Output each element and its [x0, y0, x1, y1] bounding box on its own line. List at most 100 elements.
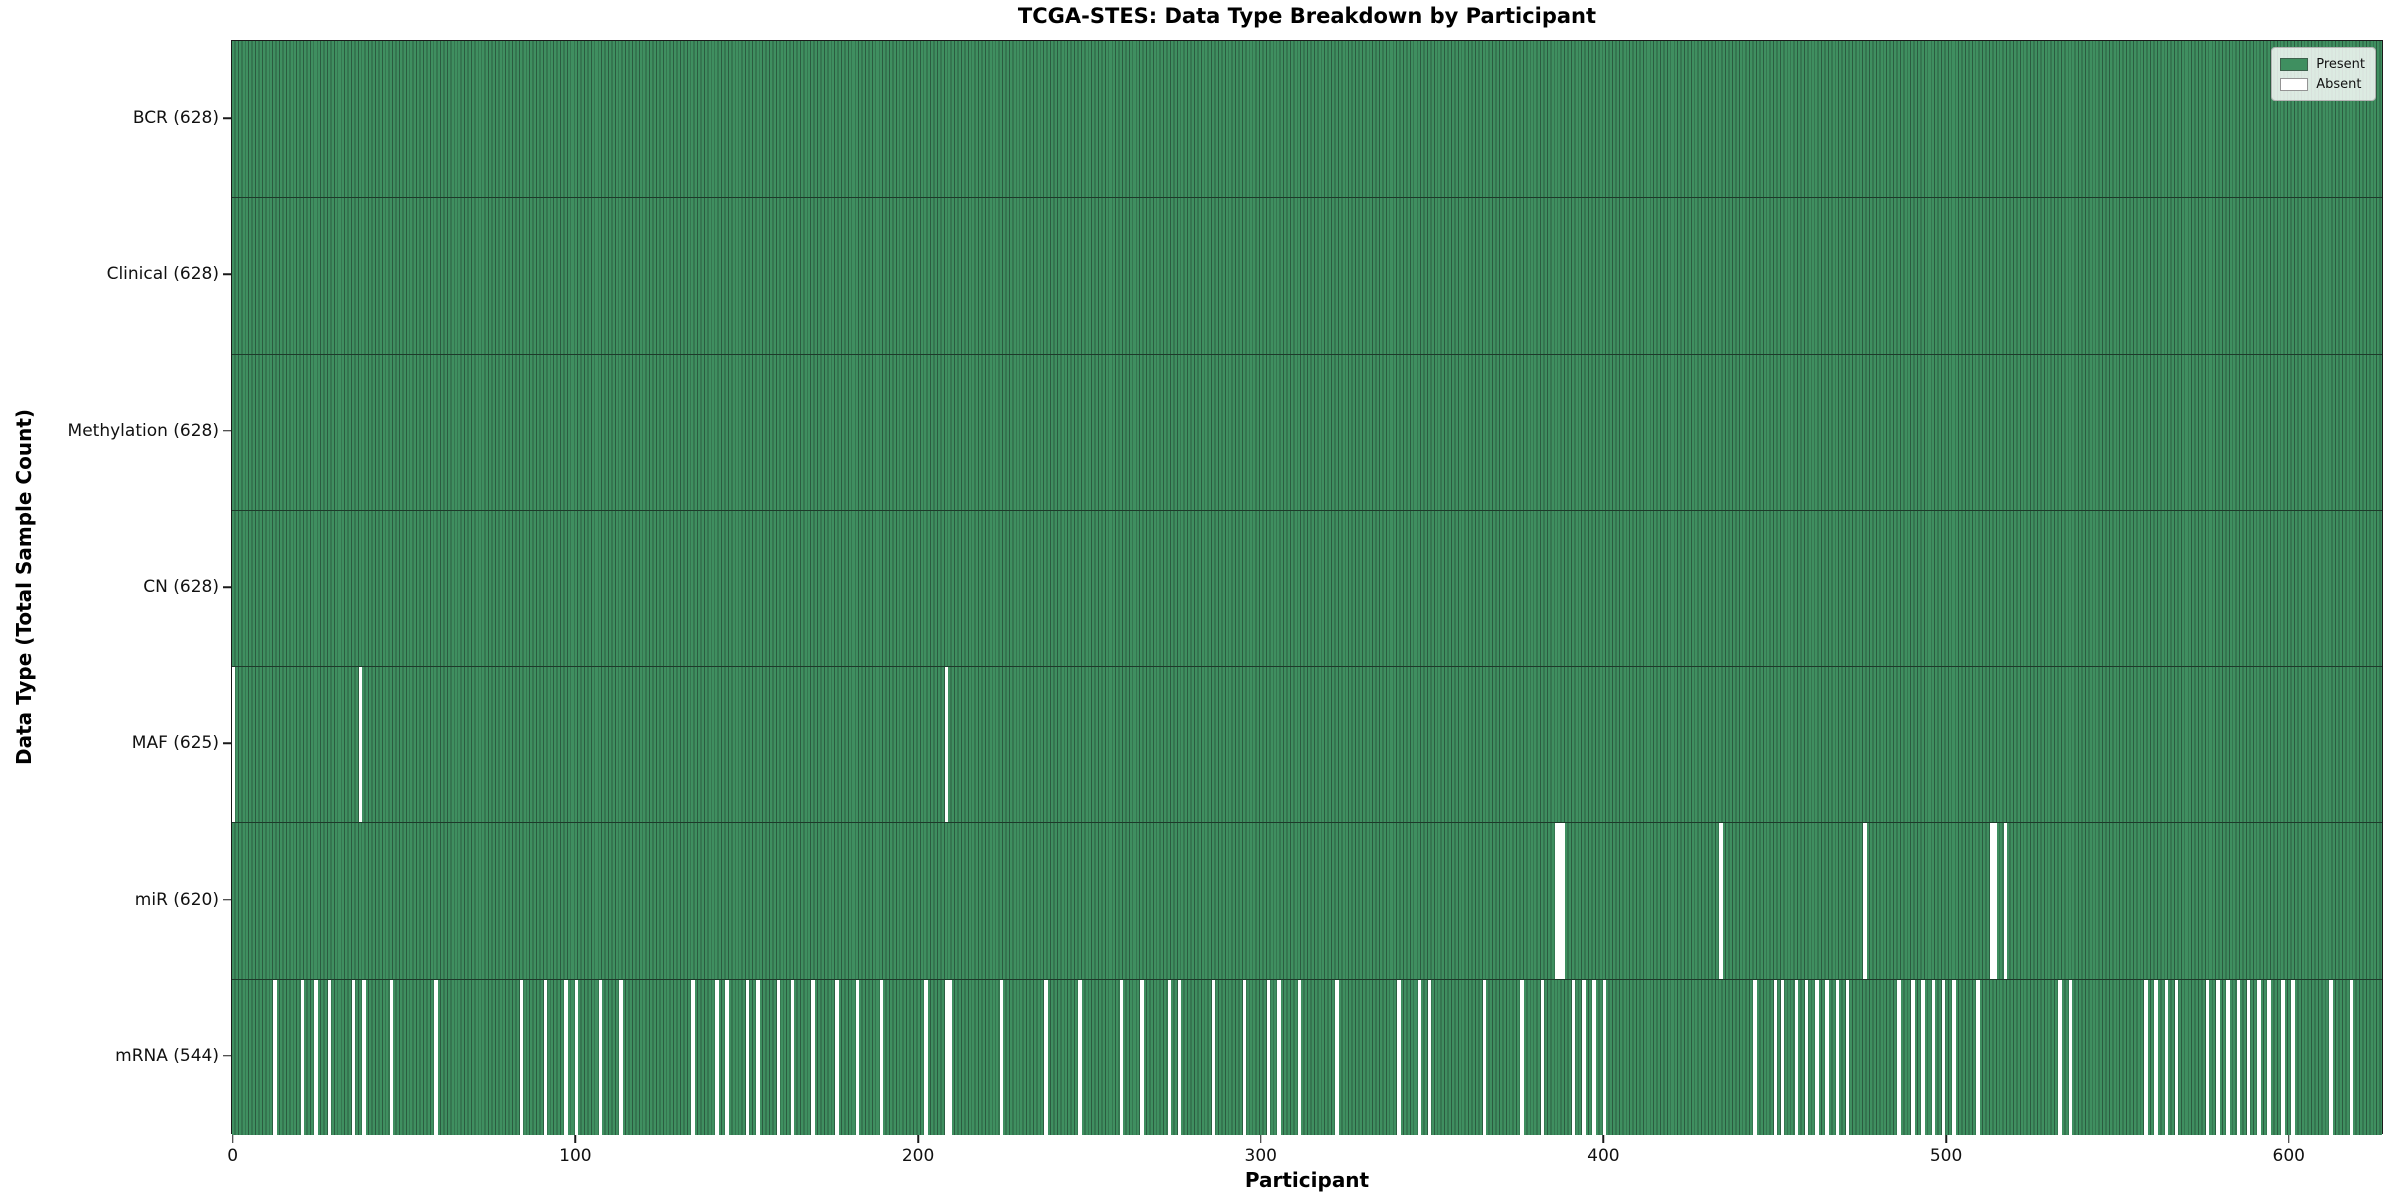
absent-stripe [1177, 979, 1182, 1135]
legend-swatch-absent [2280, 77, 2309, 91]
heatmap-row-CN [232, 509, 2382, 667]
absent-stripe [2329, 979, 2333, 1135]
absent-stripe [1931, 979, 1936, 1135]
ytick-label-miR: miR (620) [134, 889, 219, 910]
heatmap-row-MAF [232, 666, 2382, 823]
absent-stripe [1482, 979, 1487, 1135]
absent-stripe [1780, 979, 1785, 1135]
absent-stripe [358, 667, 363, 823]
absent-stripe [1753, 979, 1757, 1135]
ytick-mark [223, 742, 231, 745]
absent-stripe [1989, 823, 1994, 979]
absent-stripe [2205, 979, 2210, 1135]
absent-stripe [1167, 979, 1171, 1135]
absent-stripe [1277, 979, 1281, 1135]
absent-stripe [598, 979, 603, 1135]
absent-stripe [2281, 979, 2285, 1135]
absent-stripe [300, 979, 304, 1135]
ytick-mark [223, 586, 231, 588]
absent-stripe [2226, 979, 2230, 1135]
ytick-label-Clinical: Clinical (628) [106, 264, 219, 285]
ytick-mark [223, 1055, 231, 1057]
absent-stripe [2236, 979, 2241, 1135]
absent-stripe [1719, 823, 1723, 979]
heatmap-row-mRNA [232, 978, 2382, 1135]
absent-stripe [564, 979, 568, 1135]
legend-entry-present: Present [2280, 54, 2365, 74]
ytick-label-MAF: MAF (625) [131, 733, 219, 754]
legend-swatch-present [2280, 57, 2309, 71]
absent-stripe [2246, 979, 2251, 1135]
absent-stripe [1297, 979, 1302, 1135]
ytick-label-Methylation: Methylation (628) [67, 420, 219, 441]
absent-stripe [1427, 979, 1432, 1135]
ytick-mark [223, 273, 231, 276]
absent-stripe [2154, 979, 2158, 1135]
absent-stripe [1897, 979, 1901, 1135]
absent-stripe [1846, 979, 1850, 1135]
absent-stripe [232, 667, 236, 823]
ytick-mark [223, 429, 231, 432]
absent-stripe [944, 667, 949, 823]
plot-area: Present Absent [231, 40, 2383, 1135]
absent-stripe [1571, 979, 1576, 1135]
absent-stripe [2174, 979, 2179, 1135]
absent-stripe [835, 979, 839, 1135]
absent-stripe [1993, 823, 1997, 979]
absent-stripe [1602, 979, 1607, 1135]
absent-stripe [944, 979, 949, 1135]
absent-stripe [2267, 979, 2271, 1135]
xtick-mark [2288, 1135, 2290, 1143]
heatmap-row-Clinical [232, 197, 2382, 354]
absent-stripe [1140, 979, 1144, 1135]
xtick-label-100: 100 [559, 1146, 592, 1166]
xtick-mark [1602, 1135, 1605, 1143]
absent-stripe [1417, 979, 1422, 1135]
absent-stripe [273, 979, 277, 1135]
ytick-mark [223, 898, 231, 901]
xtick-label-300: 300 [1244, 1146, 1277, 1166]
absent-stripe [1558, 823, 1562, 979]
xtick-mark [231, 1135, 234, 1143]
absent-stripe [1335, 979, 1339, 1135]
absent-stripe [1976, 979, 1980, 1135]
absent-stripe [1911, 979, 1915, 1135]
xtick-label-200: 200 [901, 1146, 935, 1166]
xtick-label-500: 500 [1929, 1146, 1963, 1166]
xtick-label-600: 600 [2272, 1146, 2305, 1166]
absent-stripe [790, 979, 794, 1135]
absent-stripe [2257, 979, 2261, 1135]
xtick-mark [1945, 1135, 1947, 1143]
chart-title: TCGA-STES: Data Type Breakdown by Partic… [1017, 4, 1597, 28]
absent-stripe [574, 979, 579, 1135]
absent-stripe [434, 979, 438, 1135]
ytick-label-mRNA: mRNA (544) [115, 1045, 219, 1066]
absent-stripe [1863, 823, 1867, 979]
absent-stripe [879, 979, 884, 1135]
absent-stripe [2144, 979, 2148, 1135]
absent-stripe [1561, 823, 1565, 979]
absent-stripe [855, 979, 860, 1135]
legend-label: Absent [2316, 76, 2362, 92]
ytick-mark [223, 117, 231, 119]
ytick-label-BCR: BCR (628) [132, 108, 219, 129]
absent-stripe [924, 979, 928, 1135]
absent-stripe [691, 979, 695, 1135]
ytick-label-CN: CN (628) [143, 577, 219, 597]
absent-stripe [715, 979, 719, 1135]
absent-stripe [2349, 979, 2354, 1135]
absent-stripe [2058, 979, 2062, 1135]
absent-stripe [811, 979, 815, 1135]
absent-stripe [999, 979, 1003, 1135]
xtick-label-0: 0 [227, 1146, 239, 1166]
absent-stripe [2003, 823, 2008, 979]
heatmap-row-BCR [232, 41, 2382, 198]
absent-stripe [1242, 979, 1247, 1135]
absent-stripe [1835, 979, 1840, 1135]
absent-stripe [1941, 979, 1946, 1135]
absent-stripe [314, 979, 318, 1135]
legend-label: Present [2316, 56, 2365, 72]
absent-stripe [1582, 979, 1586, 1135]
absent-stripe [1794, 979, 1799, 1135]
